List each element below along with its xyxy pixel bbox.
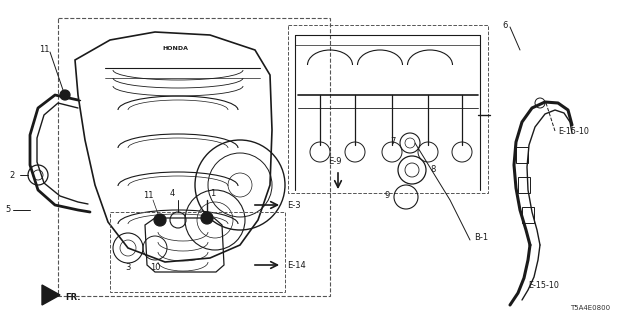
Text: T5A4E0800: T5A4E0800	[570, 305, 610, 311]
Circle shape	[60, 90, 70, 100]
Text: 2: 2	[10, 171, 15, 180]
Text: 6: 6	[502, 20, 508, 29]
Text: 7: 7	[390, 137, 396, 146]
Text: 8: 8	[430, 165, 435, 174]
Text: 1: 1	[210, 188, 215, 197]
Text: FR.: FR.	[65, 293, 81, 302]
Circle shape	[154, 214, 166, 226]
Bar	[518, 177, 530, 193]
Text: B-1: B-1	[474, 234, 488, 243]
Circle shape	[201, 212, 213, 224]
Text: 5: 5	[5, 205, 11, 214]
Text: 11: 11	[39, 45, 49, 54]
Text: E-14: E-14	[287, 260, 306, 269]
Text: E-9: E-9	[328, 157, 342, 166]
Bar	[110, 212, 285, 292]
Polygon shape	[42, 285, 60, 305]
Text: HONDA: HONDA	[162, 45, 188, 51]
Bar	[58, 18, 330, 296]
Text: 11: 11	[143, 190, 153, 199]
Text: 3: 3	[125, 263, 131, 273]
Bar	[516, 147, 528, 163]
Text: 9: 9	[385, 190, 390, 199]
Bar	[288, 25, 488, 193]
Bar	[522, 207, 534, 223]
Text: E-15-10: E-15-10	[528, 281, 559, 290]
Text: E-15-10: E-15-10	[558, 126, 589, 135]
Text: 10: 10	[150, 263, 160, 273]
Text: 4: 4	[170, 188, 175, 197]
Text: E-3: E-3	[287, 201, 301, 210]
